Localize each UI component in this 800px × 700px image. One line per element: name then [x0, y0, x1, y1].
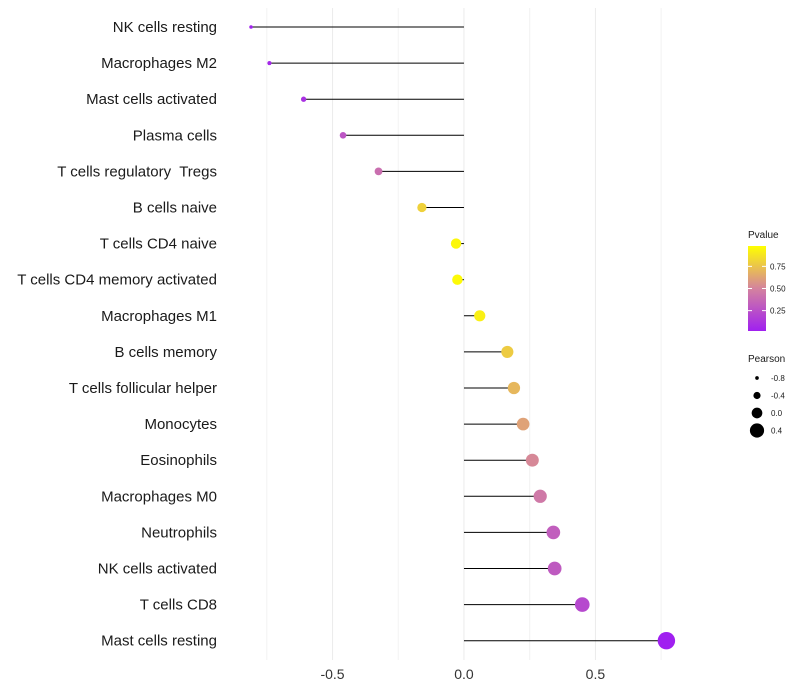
- y-tick-label: NK cells resting: [113, 19, 217, 36]
- pvalue-legend: Pvalue 0.75 0.50 0.25: [748, 230, 786, 331]
- y-tick-label: Mast cells activated: [86, 91, 217, 108]
- pearson-legend-key: [749, 423, 765, 438]
- data-point: [547, 561, 562, 576]
- x-tick-label: 0.5: [586, 666, 606, 682]
- pvalue-legend-label: 0.25: [770, 307, 786, 316]
- x-tick-label: -0.5: [320, 666, 344, 682]
- pvalue-legend-label: 0.50: [770, 285, 786, 294]
- pvalue-legend-label: 0.75: [770, 262, 786, 271]
- y-tick-label: NK cells activated: [98, 561, 217, 578]
- y-tick-label: T cells regulatory Tregs: [57, 163, 217, 180]
- data-point: [657, 631, 676, 650]
- pearson-legend-label: -0.4: [771, 392, 785, 401]
- y-tick-label: T cells follicular helper: [69, 380, 217, 397]
- y-tick-label: B cells memory: [114, 344, 217, 361]
- data-point: [249, 25, 253, 29]
- y-tick-label: Macrophages M2: [101, 55, 217, 72]
- pearson-legend: Pearson -0.8 -0.4 0.0 0.4: [748, 354, 785, 438]
- pearson-legend-label: -0.8: [771, 374, 785, 383]
- data-point: [516, 417, 530, 431]
- data-point: [533, 489, 547, 503]
- data-point: [501, 345, 514, 358]
- grid-layer: [266, 8, 662, 660]
- y-tick-label: Mast cells resting: [101, 633, 217, 650]
- y-tick-label: Macrophages M1: [101, 308, 217, 325]
- pvalue-colorbar: [748, 246, 766, 331]
- data-point: [450, 238, 462, 249]
- data-point: [374, 167, 383, 176]
- data-point: [267, 61, 272, 66]
- data-point: [574, 597, 590, 612]
- data-point: [525, 453, 539, 467]
- data-point: [507, 381, 521, 395]
- x-axis-ticks: -0.5 0.0 0.5: [320, 666, 605, 682]
- pearson-legend-key: [755, 376, 759, 380]
- y-tick-label: Macrophages M0: [101, 488, 217, 505]
- data-point: [474, 310, 486, 322]
- y-tick-label: T cells CD4 memory activated: [17, 272, 217, 289]
- y-tick-label: Monocytes: [144, 416, 217, 433]
- y-axis-labels: NK cells resting Macrophages M2 Mast cells…: [17, 19, 217, 650]
- y-tick-label: Eosinophils: [140, 452, 217, 469]
- pearson-legend-label: 0.0: [771, 409, 783, 418]
- pearson-legend-key: [753, 391, 761, 400]
- x-tick-label: 0.0: [454, 666, 474, 682]
- data-point: [417, 202, 427, 213]
- data-point: [546, 525, 561, 540]
- pearson-legend-key: [751, 407, 763, 419]
- pearson-legend-label: 0.4: [771, 427, 783, 436]
- data-point: [300, 96, 307, 102]
- y-tick-label: T cells CD8: [140, 597, 217, 614]
- pearson-legend-title: Pearson: [748, 354, 785, 365]
- stem-layer: [251, 26, 667, 642]
- y-tick-label: Plasma cells: [133, 127, 217, 144]
- y-tick-label: Neutrophils: [141, 524, 217, 541]
- pvalue-legend-title: Pvalue: [748, 230, 779, 241]
- y-tick-label: T cells CD4 naive: [100, 236, 217, 253]
- data-point: [452, 274, 463, 285]
- data-point: [339, 131, 347, 139]
- y-tick-label: B cells naive: [133, 200, 217, 217]
- point-layer: [249, 25, 676, 650]
